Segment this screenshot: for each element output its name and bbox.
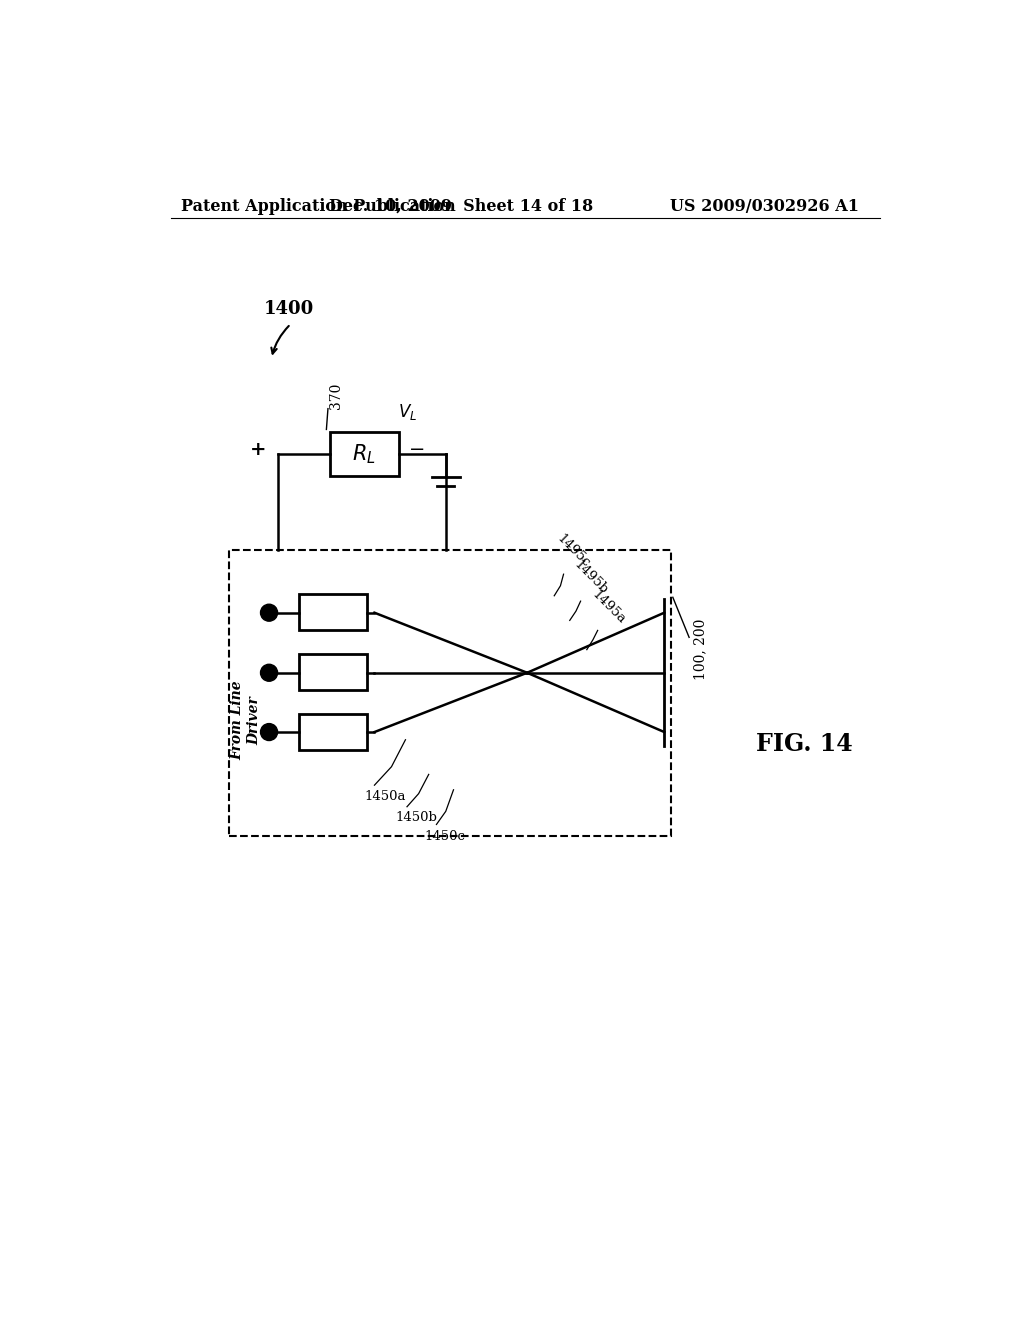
Bar [299,655,367,690]
Text: Patent Application Publication: Patent Application Publication [180,198,456,215]
Text: 1450b: 1450b [395,812,437,825]
Text: 1450c: 1450c [424,830,465,843]
Bar [228,549,671,836]
Circle shape [260,723,278,741]
Text: −: − [409,441,425,459]
Text: Dec. 10, 2009  Sheet 14 of 18: Dec. 10, 2009 Sheet 14 of 18 [329,198,593,215]
Text: 370: 370 [329,383,343,409]
Circle shape [260,605,278,622]
Text: 1400: 1400 [263,300,314,318]
Bar [299,714,367,750]
Text: +: + [250,441,266,459]
Text: $V_L$: $V_L$ [397,403,417,422]
Circle shape [260,664,278,681]
Text: From Line
Driver: From Line Driver [230,681,261,760]
Bar [299,594,367,631]
Text: 1450a: 1450a [365,789,406,803]
Text: 100, 200: 100, 200 [693,619,708,680]
Text: 1495c: 1495c [554,532,593,570]
Text: 1495b: 1495b [571,558,610,598]
Text: US 2009/0302926 A1: US 2009/0302926 A1 [671,198,859,215]
Text: FIG. 14: FIG. 14 [756,731,853,755]
Text: 1495a: 1495a [589,587,628,627]
Bar [330,432,399,477]
Text: $R_L$: $R_L$ [352,442,376,466]
